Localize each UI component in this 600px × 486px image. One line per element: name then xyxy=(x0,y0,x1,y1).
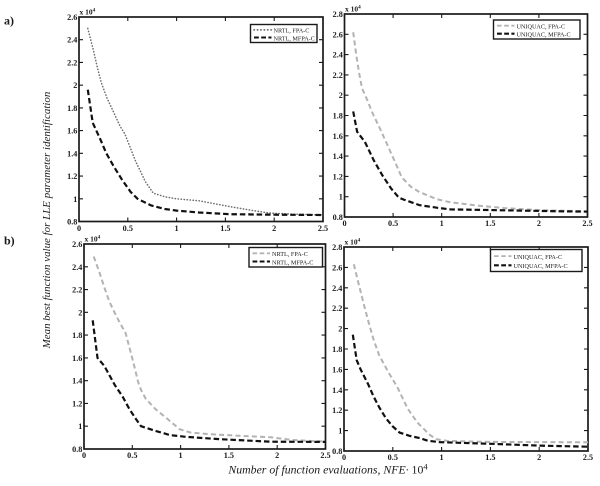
svg-text:1.8: 1.8 xyxy=(333,112,343,121)
svg-text:x 104: x 104 xyxy=(345,4,361,13)
svg-text:Number of function evaluations: Number of function evaluations, NFE· 104 xyxy=(227,462,428,477)
svg-text:2: 2 xyxy=(272,224,276,233)
svg-text:2.2: 2.2 xyxy=(72,286,82,295)
svg-text:2: 2 xyxy=(537,219,541,228)
svg-text:1: 1 xyxy=(78,422,82,431)
svg-text:1.5: 1.5 xyxy=(220,224,230,233)
svg-text:NRTL, MFPA-C: NRTL, MFPA-C xyxy=(274,35,315,42)
svg-text:1.2: 1.2 xyxy=(332,406,342,415)
svg-text:NRTL, MFPA-C: NRTL, MFPA-C xyxy=(272,259,313,266)
svg-text:1: 1 xyxy=(73,195,77,204)
svg-text:Mean best function value for L: Mean best function value for LLE paramet… xyxy=(41,91,53,349)
svg-text:1: 1 xyxy=(440,219,444,228)
svg-text:NRTL, FPA-C: NRTL, FPA-C xyxy=(272,251,308,258)
svg-text:1.4: 1.4 xyxy=(67,149,77,158)
svg-text:1.6: 1.6 xyxy=(72,354,82,363)
svg-text:0.5: 0.5 xyxy=(388,219,398,228)
svg-text:x 104: x 104 xyxy=(345,237,361,246)
svg-text:0.8: 0.8 xyxy=(332,447,342,456)
svg-text:1.2: 1.2 xyxy=(67,172,77,181)
svg-text:1.6: 1.6 xyxy=(67,127,77,136)
svg-text:1.8: 1.8 xyxy=(67,104,77,113)
svg-text:UNIQUAC, MFPA-C: UNIQUAC, MFPA-C xyxy=(514,263,568,270)
svg-text:2.6: 2.6 xyxy=(333,30,343,39)
svg-text:UNIQUAC, MFPA-C: UNIQUAC, MFPA-C xyxy=(517,32,571,39)
svg-text:2.6: 2.6 xyxy=(67,13,77,22)
svg-text:1.2: 1.2 xyxy=(72,399,82,408)
svg-text:1.8: 1.8 xyxy=(332,345,342,354)
svg-text:2.4: 2.4 xyxy=(72,263,82,272)
svg-text:0: 0 xyxy=(77,224,81,233)
svg-text:x 104: x 104 xyxy=(85,234,101,243)
svg-text:0.8: 0.8 xyxy=(333,213,343,222)
svg-text:1.6: 1.6 xyxy=(333,132,343,141)
svg-text:1.4: 1.4 xyxy=(332,386,342,395)
svg-text:1.4: 1.4 xyxy=(333,152,343,161)
svg-text:1.6: 1.6 xyxy=(332,365,342,374)
svg-text:1.4: 1.4 xyxy=(72,377,82,386)
svg-text:2.8: 2.8 xyxy=(332,243,342,252)
svg-text:0.5: 0.5 xyxy=(127,451,137,460)
svg-text:1: 1 xyxy=(440,453,444,462)
svg-text:2.4: 2.4 xyxy=(333,51,343,60)
svg-text:1.5: 1.5 xyxy=(485,453,495,462)
svg-text:2.4: 2.4 xyxy=(332,284,342,293)
svg-text:0.8: 0.8 xyxy=(72,445,82,454)
svg-text:1: 1 xyxy=(179,451,183,460)
svg-text:UNIQUAC, FPA-C: UNIQUAC, FPA-C xyxy=(514,254,563,261)
svg-text:0: 0 xyxy=(342,219,346,228)
svg-text:2: 2 xyxy=(339,91,343,100)
svg-text:2: 2 xyxy=(73,81,77,90)
svg-text:1.5: 1.5 xyxy=(485,219,495,228)
svg-text:2: 2 xyxy=(338,325,342,334)
svg-text:2.5: 2.5 xyxy=(320,451,330,460)
svg-text:x 104: x 104 xyxy=(80,7,96,16)
svg-text:2: 2 xyxy=(78,308,82,317)
svg-text:1: 1 xyxy=(338,427,342,436)
svg-text:2.5: 2.5 xyxy=(582,219,592,228)
svg-text:0.5: 0.5 xyxy=(123,224,133,233)
svg-text:0: 0 xyxy=(342,453,346,462)
svg-text:2.5: 2.5 xyxy=(583,453,593,462)
svg-text:2.5: 2.5 xyxy=(318,224,328,233)
svg-text:2.6: 2.6 xyxy=(332,263,342,272)
svg-text:0.5: 0.5 xyxy=(388,453,398,462)
svg-text:2: 2 xyxy=(275,451,279,460)
svg-text:2.2: 2.2 xyxy=(333,71,343,80)
svg-text:2.8: 2.8 xyxy=(333,10,343,19)
svg-text:1.2: 1.2 xyxy=(333,172,343,181)
svg-text:1.5: 1.5 xyxy=(224,451,234,460)
svg-text:a): a) xyxy=(4,14,14,28)
svg-text:UNIQUAC, FPA-C: UNIQUAC, FPA-C xyxy=(517,24,566,31)
svg-text:1: 1 xyxy=(175,224,179,233)
svg-text:1.8: 1.8 xyxy=(72,331,82,340)
svg-text:2.2: 2.2 xyxy=(332,304,342,313)
svg-text:b): b) xyxy=(4,234,15,248)
svg-text:1: 1 xyxy=(339,193,343,202)
svg-text:2: 2 xyxy=(537,453,541,462)
svg-text:NRTL, FPA-C: NRTL, FPA-C xyxy=(274,28,310,35)
svg-text:0.8: 0.8 xyxy=(67,218,77,227)
svg-text:0: 0 xyxy=(82,451,86,460)
svg-text:2.4: 2.4 xyxy=(67,36,77,45)
svg-text:2.2: 2.2 xyxy=(67,58,77,67)
svg-text:2.6: 2.6 xyxy=(72,240,82,249)
